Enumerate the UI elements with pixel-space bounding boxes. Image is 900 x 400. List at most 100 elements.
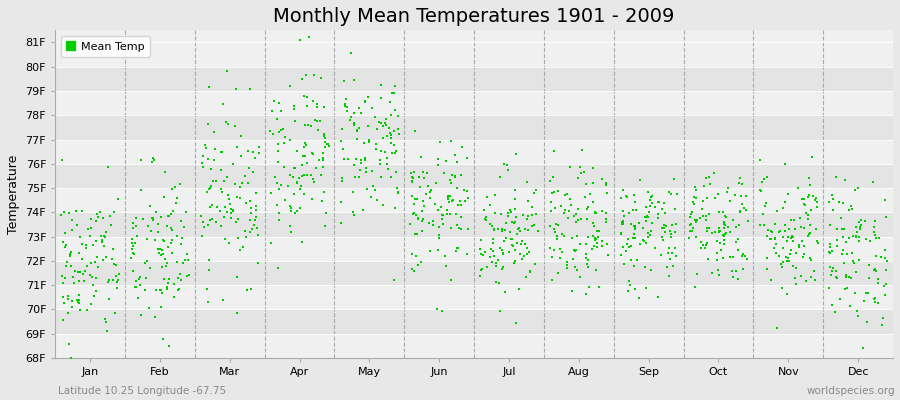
Point <box>719 214 733 220</box>
Point <box>562 207 576 214</box>
Point <box>73 234 87 240</box>
Point <box>627 192 642 198</box>
Point <box>849 224 863 230</box>
Point <box>495 247 509 254</box>
Point <box>414 228 428 234</box>
Point <box>803 230 817 236</box>
Point <box>785 233 799 240</box>
Point <box>490 262 504 269</box>
Point <box>824 272 839 278</box>
Point <box>620 236 634 242</box>
Point <box>614 230 628 237</box>
Point <box>414 207 428 214</box>
Point <box>504 236 518 242</box>
Point <box>146 216 160 223</box>
Point <box>421 183 436 189</box>
Point <box>734 181 749 187</box>
Point <box>126 242 140 249</box>
Point <box>474 250 489 257</box>
Point <box>560 190 574 197</box>
Point <box>694 245 708 251</box>
Point <box>665 250 680 256</box>
Point <box>694 238 708 245</box>
Point <box>729 268 743 274</box>
Point <box>796 243 811 249</box>
Point <box>354 110 368 117</box>
Point <box>218 203 232 210</box>
Point <box>849 234 863 240</box>
Point <box>526 212 540 218</box>
Point <box>765 228 779 235</box>
Point <box>140 223 155 229</box>
Point <box>370 126 384 132</box>
Point <box>230 144 245 150</box>
Point <box>71 278 86 284</box>
Point <box>270 180 284 186</box>
Point <box>660 264 674 270</box>
Point <box>83 272 97 278</box>
Point <box>300 160 314 166</box>
Point <box>836 199 850 206</box>
Point <box>344 50 358 56</box>
Bar <box>55 67 893 91</box>
Point <box>72 300 86 306</box>
Point <box>310 117 324 124</box>
Point <box>879 281 894 287</box>
Point <box>443 210 457 217</box>
Point <box>424 187 438 194</box>
Point <box>514 241 528 247</box>
Point <box>738 206 752 213</box>
Point <box>201 299 215 306</box>
Point <box>404 251 419 257</box>
Point <box>244 210 258 216</box>
Point <box>707 194 722 201</box>
Point <box>497 238 511 244</box>
Point <box>853 217 868 223</box>
Point <box>697 183 711 190</box>
Point <box>166 281 181 287</box>
Point <box>378 148 392 155</box>
Point <box>404 178 419 184</box>
Point <box>512 228 526 234</box>
Point <box>155 290 169 296</box>
Point <box>632 295 646 301</box>
Point <box>724 267 739 274</box>
Point <box>212 208 227 214</box>
Point <box>229 219 243 225</box>
Point <box>136 216 150 222</box>
Point <box>519 251 534 257</box>
Point <box>444 225 458 232</box>
Point <box>776 258 790 265</box>
Point <box>172 286 186 292</box>
Point <box>226 208 240 214</box>
Point <box>416 169 430 175</box>
Point <box>453 197 467 204</box>
Point <box>569 211 583 217</box>
Point <box>166 186 180 192</box>
Point <box>614 230 628 236</box>
Point <box>667 176 681 182</box>
Bar <box>55 212 893 237</box>
Point <box>588 210 602 216</box>
Point <box>131 276 146 282</box>
Point <box>752 157 767 164</box>
Point <box>848 187 862 194</box>
Point <box>175 235 189 241</box>
Point <box>234 133 248 139</box>
Point <box>242 198 256 204</box>
Point <box>73 269 87 275</box>
Point <box>290 207 304 214</box>
Point <box>220 209 234 215</box>
Point <box>449 159 464 165</box>
Point <box>318 139 332 146</box>
Point <box>796 201 811 208</box>
Point <box>70 269 85 276</box>
Point <box>241 164 256 171</box>
Point <box>854 222 868 228</box>
Point <box>84 260 98 266</box>
Point <box>734 193 748 200</box>
Point <box>544 277 559 283</box>
Point <box>616 221 630 227</box>
Point <box>178 257 193 264</box>
Point <box>494 228 508 234</box>
